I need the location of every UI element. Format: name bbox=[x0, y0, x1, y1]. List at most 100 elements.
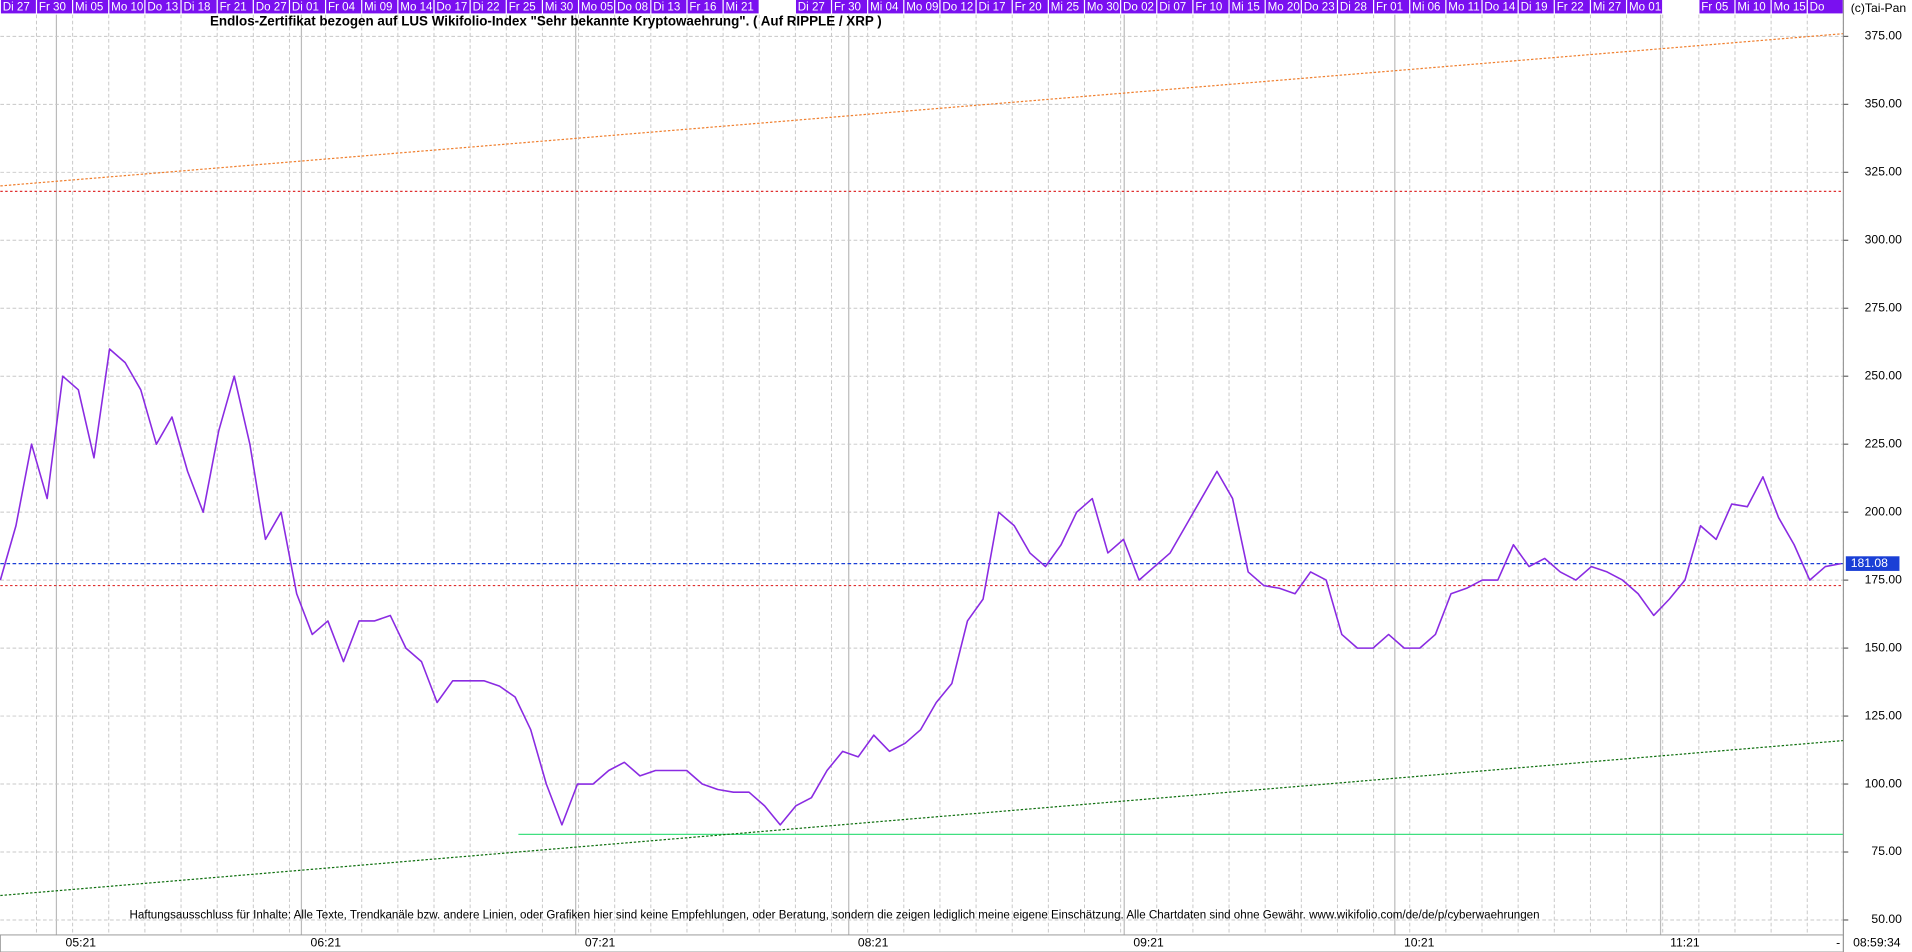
date-cell bbox=[109, 0, 145, 14]
date-label: Do 23 bbox=[1304, 1, 1335, 13]
date-cell bbox=[1121, 0, 1157, 14]
date-cell bbox=[1771, 0, 1807, 14]
date-cell bbox=[1229, 0, 1265, 14]
date-cell bbox=[1807, 0, 1843, 14]
date-cell bbox=[579, 0, 615, 14]
date-cell bbox=[0, 0, 36, 14]
y-tick-label: 75.00 bbox=[1871, 844, 1902, 858]
date-label: Mi 05 bbox=[75, 1, 103, 13]
date-cell bbox=[651, 0, 687, 14]
date-cell bbox=[615, 0, 651, 14]
date-cell bbox=[398, 0, 434, 14]
date-label: Fr 10 bbox=[1195, 1, 1222, 13]
date-label: Di 18 bbox=[183, 1, 210, 13]
plot-area bbox=[0, 14, 1844, 935]
y-tick-label: 325.00 bbox=[1865, 165, 1902, 179]
y-tick-label: 250.00 bbox=[1865, 368, 1902, 382]
date-cell bbox=[362, 0, 398, 14]
date-label: Mo 01 bbox=[1629, 1, 1661, 13]
axis-mark: - bbox=[1836, 936, 1840, 950]
date-cell bbox=[1265, 0, 1301, 14]
date-label: Di 27 bbox=[3, 1, 30, 13]
date-label: Fr 30 bbox=[39, 1, 66, 13]
y-tick-label: 150.00 bbox=[1865, 640, 1902, 654]
date-cell bbox=[1735, 0, 1771, 14]
date-label: Mo 05 bbox=[581, 1, 613, 13]
date-label: Mi 09 bbox=[364, 1, 392, 13]
date-label: Do bbox=[1810, 1, 1825, 13]
chart-title: Endlos-Zertifikat bezogen auf LUS Wikifo… bbox=[210, 13, 882, 28]
date-label: Mi 30 bbox=[545, 1, 573, 13]
date-label: Mo 09 bbox=[906, 1, 938, 13]
date-label: Mi 27 bbox=[1593, 1, 1621, 13]
date-cell bbox=[1048, 0, 1084, 14]
date-cell bbox=[1627, 0, 1663, 14]
date-cell bbox=[940, 0, 976, 14]
price-line bbox=[0, 348, 1842, 826]
date-label: Mo 11 bbox=[1448, 1, 1479, 13]
date-cell bbox=[1012, 0, 1048, 14]
date-cell bbox=[1410, 0, 1446, 14]
disclaimer: Haftungsausschluss für Inhalte: Alle Tex… bbox=[130, 909, 1540, 921]
date-label: Fr 16 bbox=[689, 1, 716, 13]
date-label: Di 07 bbox=[1159, 1, 1186, 13]
date-cell bbox=[1301, 0, 1337, 14]
date-cell bbox=[1554, 0, 1590, 14]
date-cell bbox=[1374, 0, 1410, 14]
x-tick-label: 05:21 bbox=[66, 936, 97, 950]
date-label: Do 02 bbox=[1123, 1, 1154, 13]
y-tick-label: 200.00 bbox=[1865, 504, 1902, 518]
date-label: Fr 21 bbox=[220, 1, 247, 13]
date-cell bbox=[723, 0, 759, 14]
x-tick-label: 10:21 bbox=[1404, 936, 1435, 950]
date-label: Do 14 bbox=[1484, 1, 1515, 13]
date-cell bbox=[217, 0, 253, 14]
date-label: Mo 20 bbox=[1268, 1, 1300, 13]
date-cell bbox=[37, 0, 73, 14]
date-label: Mi 04 bbox=[870, 1, 899, 13]
date-label: Fr 22 bbox=[1557, 1, 1584, 13]
y-tick-label: 275.00 bbox=[1865, 300, 1902, 314]
date-cell bbox=[253, 0, 289, 14]
date-cell bbox=[1157, 0, 1193, 14]
date-label: Di 13 bbox=[653, 1, 680, 13]
date-cell bbox=[1338, 0, 1373, 14]
date-bar: Di 27 Fr 30 Mi 05 Mo 10 Do 13 Di 18 Fr 21 Do 27… bbox=[0, 0, 1843, 14]
date-cell bbox=[795, 0, 831, 14]
date-label: Di 17 bbox=[979, 1, 1006, 13]
date-label: Fr 05 bbox=[1701, 1, 1728, 13]
date-cell bbox=[976, 0, 1012, 14]
x-tick-label: 11:21 bbox=[1670, 936, 1700, 950]
y-tick-label: 225.00 bbox=[1865, 436, 1902, 450]
date-cell bbox=[687, 0, 723, 14]
date-cell bbox=[181, 0, 217, 14]
date-cell bbox=[832, 0, 868, 14]
y-tick-label: 175.00 bbox=[1865, 572, 1902, 586]
date-cell bbox=[1518, 0, 1554, 14]
date-label: Fr 04 bbox=[328, 1, 356, 13]
date-cell bbox=[904, 0, 940, 14]
date-label: Do 12 bbox=[942, 1, 973, 13]
y-tick-label: 50.00 bbox=[1871, 912, 1902, 926]
date-label: Mo 14 bbox=[400, 1, 433, 13]
trend-line bbox=[0, 33, 1844, 187]
date-label: Mo 30 bbox=[1087, 1, 1119, 13]
copyright: (c)Tai-Pan bbox=[1851, 1, 1906, 15]
x-tick-label: 09:21 bbox=[1133, 936, 1164, 950]
date-label: Do 08 bbox=[617, 1, 648, 13]
date-cell bbox=[1085, 0, 1121, 14]
x-tick-label: 08:21 bbox=[858, 936, 889, 950]
date-label: Fr 20 bbox=[1015, 1, 1042, 13]
date-cell bbox=[1699, 0, 1735, 14]
date-label: Mi 10 bbox=[1737, 1, 1765, 13]
y-tick-label: 100.00 bbox=[1865, 776, 1902, 790]
date-cell bbox=[1446, 0, 1482, 14]
date-label: Do 13 bbox=[147, 1, 178, 13]
current-label-box bbox=[1845, 556, 1900, 571]
date-label: Mi 15 bbox=[1231, 1, 1259, 13]
date-label: Di 28 bbox=[1340, 1, 1367, 13]
date-cell bbox=[1193, 0, 1229, 14]
date-label: Fr 25 bbox=[509, 1, 536, 13]
